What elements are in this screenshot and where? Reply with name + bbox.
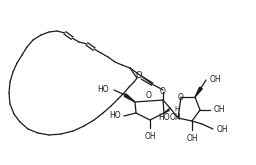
Text: O: O (136, 70, 142, 80)
Text: H: H (174, 106, 180, 112)
Polygon shape (195, 87, 202, 97)
Polygon shape (124, 94, 135, 102)
Text: O: O (178, 93, 184, 101)
Text: O: O (160, 86, 166, 96)
Text: HO: HO (97, 84, 109, 94)
Text: OH: OH (217, 126, 229, 134)
Text: OH: OH (144, 132, 156, 141)
Text: OH: OH (169, 114, 181, 122)
Text: OH: OH (214, 105, 226, 115)
Text: HO: HO (158, 114, 170, 122)
Text: O: O (146, 92, 152, 100)
Text: OH: OH (186, 134, 198, 143)
Text: HO: HO (109, 112, 121, 120)
Text: OH: OH (210, 75, 222, 83)
